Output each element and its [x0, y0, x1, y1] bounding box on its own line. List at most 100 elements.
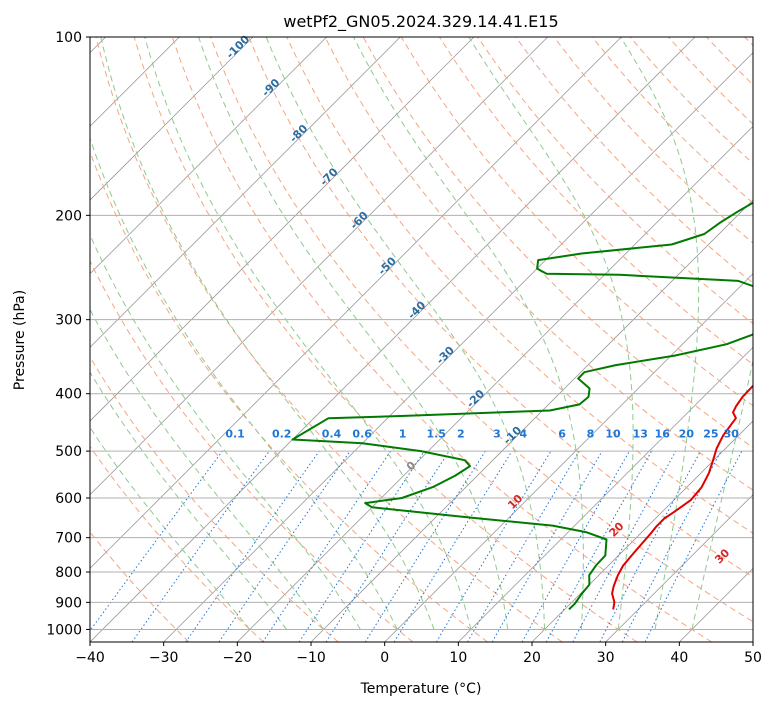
x-tick-label: −30 [149, 650, 179, 666]
x-tick-label: 30 [597, 650, 615, 666]
mixing-ratio-label: 0.2 [272, 428, 292, 441]
isotherm-label: -80 [287, 122, 310, 145]
dry-adiabat-label: 10 [505, 492, 525, 512]
y-tick-label: 200 [55, 208, 82, 224]
mixing-ratio-label: 25 [703, 428, 718, 441]
dry-adiabat-line [133, 37, 638, 642]
dry-adiabat-line [591, 37, 753, 204]
isotherm-line [384, 273, 753, 642]
x-tick-label: 50 [744, 650, 762, 666]
mixing-ratio-line [185, 450, 320, 642]
dry-adiabat-label: 30 [712, 546, 732, 566]
moist-adiabat-line [90, 233, 361, 630]
isotherm-line [752, 641, 753, 642]
isotherm-label: -90 [259, 76, 282, 99]
dry-adiabat-line [171, 37, 712, 642]
y-tick-label: 400 [55, 387, 82, 403]
mixing-ratio-line [545, 450, 653, 642]
isotherm-line [605, 494, 753, 642]
x-tick-label: 0 [380, 650, 389, 666]
mixing-ratio-line [298, 450, 425, 642]
isotherm-line [90, 37, 401, 348]
dry-adiabat-line [248, 37, 753, 578]
mixing-ratio-label: 2 [457, 428, 465, 441]
mixing-ratio-label: 30 [724, 428, 740, 441]
mixing-ratio-label: 0.6 [352, 428, 372, 441]
moist-adiabat-line [90, 136, 398, 630]
dry-adiabat-label: 0 [404, 458, 419, 473]
dry-adiabat-line [744, 37, 753, 47]
mixing-ratio-line [325, 450, 450, 642]
annotation-layer: -100-90-80-70-60-50-40-30-20-100.1 0.2 0.4… [224, 33, 740, 567]
dry-adiabat-line [210, 37, 753, 623]
mixing-ratio-line [131, 450, 270, 642]
y-tick-label: 100 [55, 30, 82, 46]
isotherm-line [90, 37, 696, 642]
isotherm-line [237, 125, 753, 642]
y-tick-label: 1000 [46, 622, 82, 638]
x-tick-label: −10 [296, 650, 326, 666]
isotherm-label: -40 [405, 298, 428, 321]
isotherm-line [458, 346, 753, 642]
dry-adiabat-line [515, 37, 753, 284]
dry-adiabat-label: 20 [607, 519, 627, 539]
isotherm-line [163, 52, 753, 642]
dry-adiabat-line [324, 37, 753, 491]
mixing-ratio-line [90, 450, 223, 632]
mixing-ratio-label: 6 [558, 428, 566, 441]
moist-adiabat-line [620, 37, 700, 630]
moist-adiabat-line [265, 37, 546, 630]
series-layer [291, 201, 753, 611]
mixing-ratio-label: 0.4 [322, 428, 342, 441]
mixing-ratio-line [218, 450, 351, 642]
moist-adiabat-line [100, 37, 435, 630]
mixing-ratio-line [364, 450, 486, 642]
dewpoint-profile-line [291, 201, 753, 611]
mixing-ratio-label: 20 [679, 428, 695, 441]
y-tick-label: 800 [55, 565, 82, 581]
mixing-ratio-line [644, 450, 743, 642]
y-tick-label: 900 [55, 595, 82, 611]
mixing-ratio-label: 4 [520, 428, 528, 441]
dry-adiabat-line [90, 356, 339, 642]
y-tick-label: 500 [55, 444, 82, 460]
mixing-ratio-line [393, 450, 513, 642]
mixing-ratio-label: 3 [493, 428, 501, 441]
isotherm-line [90, 37, 475, 422]
moist-adiabat-line [198, 37, 509, 630]
chart-title: wetPf2_GN05.2024.329.14.41.E15 [283, 12, 558, 32]
dry-adiabat-line [95, 37, 563, 642]
temperature-profile-line [611, 384, 753, 610]
mixing-ratio-label: 16 [655, 428, 671, 441]
mixing-ratio-label: 1 [399, 428, 407, 441]
mixing-ratio-label: 10 [605, 428, 621, 441]
mixing-ratio-line [262, 450, 392, 642]
dry-adiabat-line [286, 37, 753, 534]
moist-adiabat-line [144, 37, 472, 630]
x-tick-label: 20 [523, 650, 541, 666]
isotherm-label: -70 [317, 165, 340, 188]
plot-frame [89, 36, 754, 643]
isotherm-label: -20 [464, 387, 487, 410]
moist-adiabat-line [90, 426, 251, 630]
isotherm-label: -50 [376, 254, 399, 277]
dry-adiabat-line [90, 150, 488, 642]
mixing-ratio-line [599, 450, 701, 642]
y-tick-label: 600 [55, 491, 82, 507]
moist-adiabat-line [691, 358, 753, 630]
dry-adiabat-line [90, 259, 414, 642]
mixing-ratio-label: 8 [587, 428, 595, 441]
mixing-ratio-label: 0.1 [225, 428, 245, 441]
moist-adiabat-line [90, 308, 324, 630]
gridlines [90, 37, 753, 630]
x-tick-label: 40 [670, 650, 688, 666]
y-tick-label: 700 [55, 531, 82, 547]
x-axis-label: Temperature (°C) [360, 681, 482, 697]
mixing-ratio-label: 1.5 [426, 428, 446, 441]
mixing-ratio-line [521, 450, 630, 642]
x-tick-label: 10 [449, 650, 467, 666]
dry-adiabat-line [90, 531, 190, 642]
moist-adiabat-line [90, 371, 288, 630]
x-axis: −40 −30 −20 −10 0 10 20 30 40 50 [75, 642, 762, 666]
mixing-ratio-line [572, 450, 677, 642]
